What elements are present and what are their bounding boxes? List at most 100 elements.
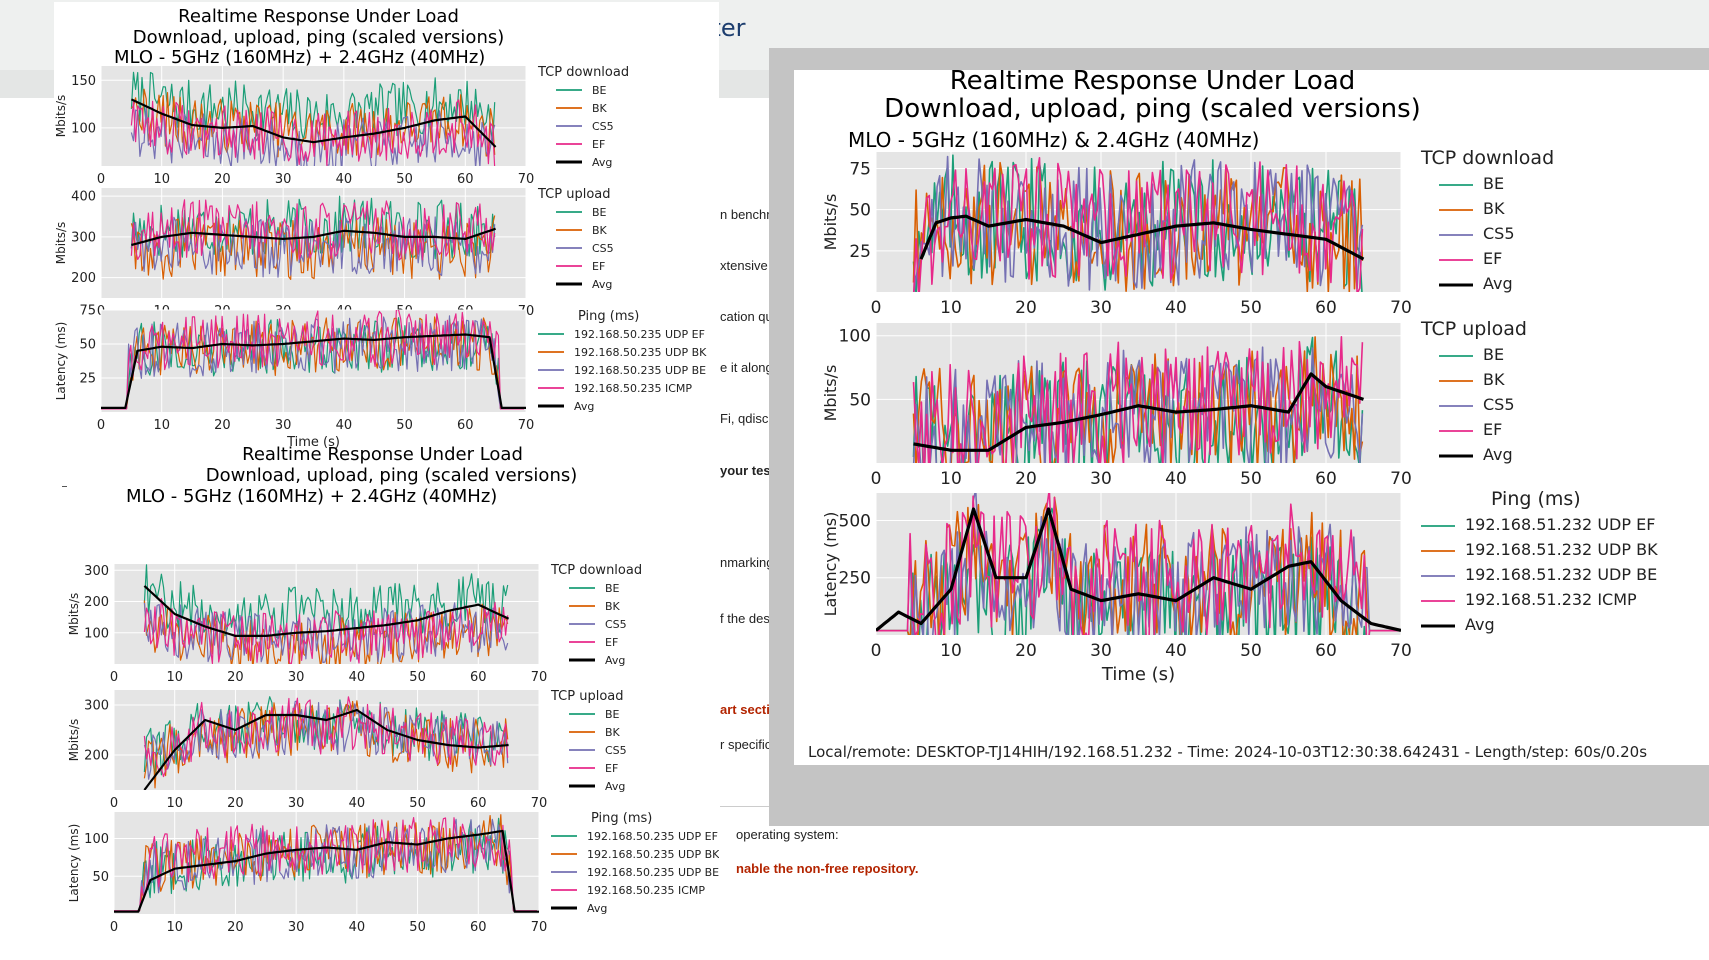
y-tick-label: 75 (79, 304, 96, 319)
legend-label: BK (605, 726, 621, 739)
x-tick-label: 60 (1315, 298, 1337, 318)
legend-title: TCP download (1420, 147, 1554, 169)
x-tick-label: 0 (871, 298, 882, 318)
chart-panel: 0 10 20 30 40 50 60 70 25 50 75 Latency (ms) Ping (m… (54, 304, 707, 433)
x-tick-label: 30 (288, 920, 305, 935)
chart-caption: MLO - 5GHz (160MHz) & 2.4GHz (40MHz) (848, 128, 1259, 152)
x-tick-label: 60 (457, 418, 474, 433)
series-line-cs5 (143, 700, 509, 780)
chart-figure-1: Realtime Response Under Load Download, up… (54, 2, 719, 481)
x-tick-label: 60 (470, 670, 487, 685)
series-line-cs5 (101, 315, 524, 410)
x-tick-label: 20 (227, 796, 244, 811)
legend-title: TCP upload (537, 187, 611, 202)
legend-label: CS5 (592, 120, 614, 133)
y-tick-label: 100 (84, 626, 109, 641)
legend-label: CS5 (605, 744, 627, 757)
text-fragment: r specific (720, 737, 772, 752)
legend-label: 192.168.51.232 UDP BK (1465, 540, 1658, 559)
legend-label: BK (592, 102, 608, 115)
x-tick-label: 50 (409, 670, 426, 685)
y-tick-label: 300 (71, 230, 96, 245)
link-non-free-repo[interactable]: nable the non-free repository. (736, 861, 919, 876)
series-line-cs5 (114, 818, 537, 912)
x-tick-label: 10 (153, 418, 170, 433)
series-line-ef (912, 157, 1364, 292)
chart-title: Realtime Response Under Load (950, 70, 1356, 96)
x-tick-label: 20 (1015, 641, 1037, 661)
legend-label: BE (1483, 174, 1504, 193)
x-tick-label: 50 (1240, 298, 1262, 318)
series-line-ef (130, 199, 496, 261)
series-line-avg (101, 333, 526, 409)
x-tick-label: 10 (153, 172, 170, 187)
legend-label: Avg (574, 400, 594, 413)
chart-title: Realtime Response Under Load (178, 6, 459, 27)
x-tick-label: 0 (97, 418, 105, 433)
legend-title: Ping (ms) (591, 811, 652, 826)
legend-title: Ping (ms) (578, 309, 639, 324)
legend-label: BK (1483, 370, 1505, 389)
chart-figure-3: Realtime Response Under Load Download, up… (794, 66, 1709, 765)
series-group (912, 154, 1365, 292)
x-tick-label: 0 (97, 172, 105, 187)
legend-label: BK (592, 224, 608, 237)
series-line-cs5 (130, 106, 496, 166)
legend-label: BK (1483, 199, 1505, 218)
legend-label: 192.168.50.235 UDP BE (587, 866, 719, 879)
legend-title: TCP upload (550, 689, 624, 704)
series-line-avg (143, 585, 510, 638)
y-tick-label: 100 (839, 327, 871, 347)
legend-label: Avg (592, 278, 612, 291)
series-line-cs5 (143, 602, 509, 664)
legend-label: BE (605, 582, 620, 595)
legend-title: Ping (ms) (1491, 488, 1581, 510)
series-line-avg (131, 227, 496, 247)
x-tick-label: 50 (396, 418, 413, 433)
y-tick-label: 300 (84, 699, 109, 714)
y-tick-label: 100 (71, 121, 96, 136)
legend-label: BE (592, 206, 607, 219)
x-tick-label: 50 (409, 920, 426, 935)
legend-label: CS5 (1483, 395, 1515, 414)
legend-label: CS5 (605, 618, 627, 631)
legend-label: 192.168.50.235 UDP BK (587, 848, 719, 861)
x-tick-label: 50 (1240, 641, 1262, 661)
y-axis-label: Mbits/s (821, 194, 840, 251)
text-fragment: f the desi (720, 611, 773, 626)
y-axis-label: Mbits/s (54, 222, 68, 265)
x-tick-label: 20 (1015, 469, 1037, 489)
series-line-be (130, 71, 496, 145)
y-axis-label: Latency (ms) (821, 512, 840, 617)
legend-label: Avg (605, 780, 625, 793)
y-tick-label: 250 (839, 569, 871, 589)
y-axis-label: Latency (ms) (54, 322, 68, 401)
legend-label: EF (1483, 420, 1502, 439)
x-tick-label: 10 (940, 641, 962, 661)
x-tick-label: 60 (457, 172, 474, 187)
x-tick-label: 20 (214, 172, 231, 187)
y-axis-label: Latency (ms) (67, 824, 81, 903)
x-tick-label: 30 (1090, 469, 1112, 489)
x-tick-label: 40 (1165, 641, 1187, 661)
x-tick-label: 60 (470, 796, 487, 811)
legend-label: 192.168.50.235 UDP EF (574, 328, 705, 341)
x-tick-label: 30 (1090, 298, 1112, 318)
chart-3-footer: Local/remote: DESKTOP-TJ14HIH/192.168.51… (808, 743, 1648, 761)
x-axis-label: Time (s) (1101, 664, 1175, 685)
legend-label: BE (605, 708, 620, 721)
legend-label: Avg (592, 156, 612, 169)
y-tick-label: 500 (839, 511, 871, 531)
legend-label: CS5 (1483, 224, 1515, 243)
x-tick-label: 40 (336, 418, 353, 433)
legend-label: 192.168.50.235 ICMP (587, 884, 705, 897)
x-tick-label: 0 (871, 641, 882, 661)
x-tick-label: 70 (1390, 298, 1412, 318)
chart-subtitle: Download, upload, ping (scaled versions) (133, 27, 505, 48)
series-line-icmp (101, 310, 524, 410)
